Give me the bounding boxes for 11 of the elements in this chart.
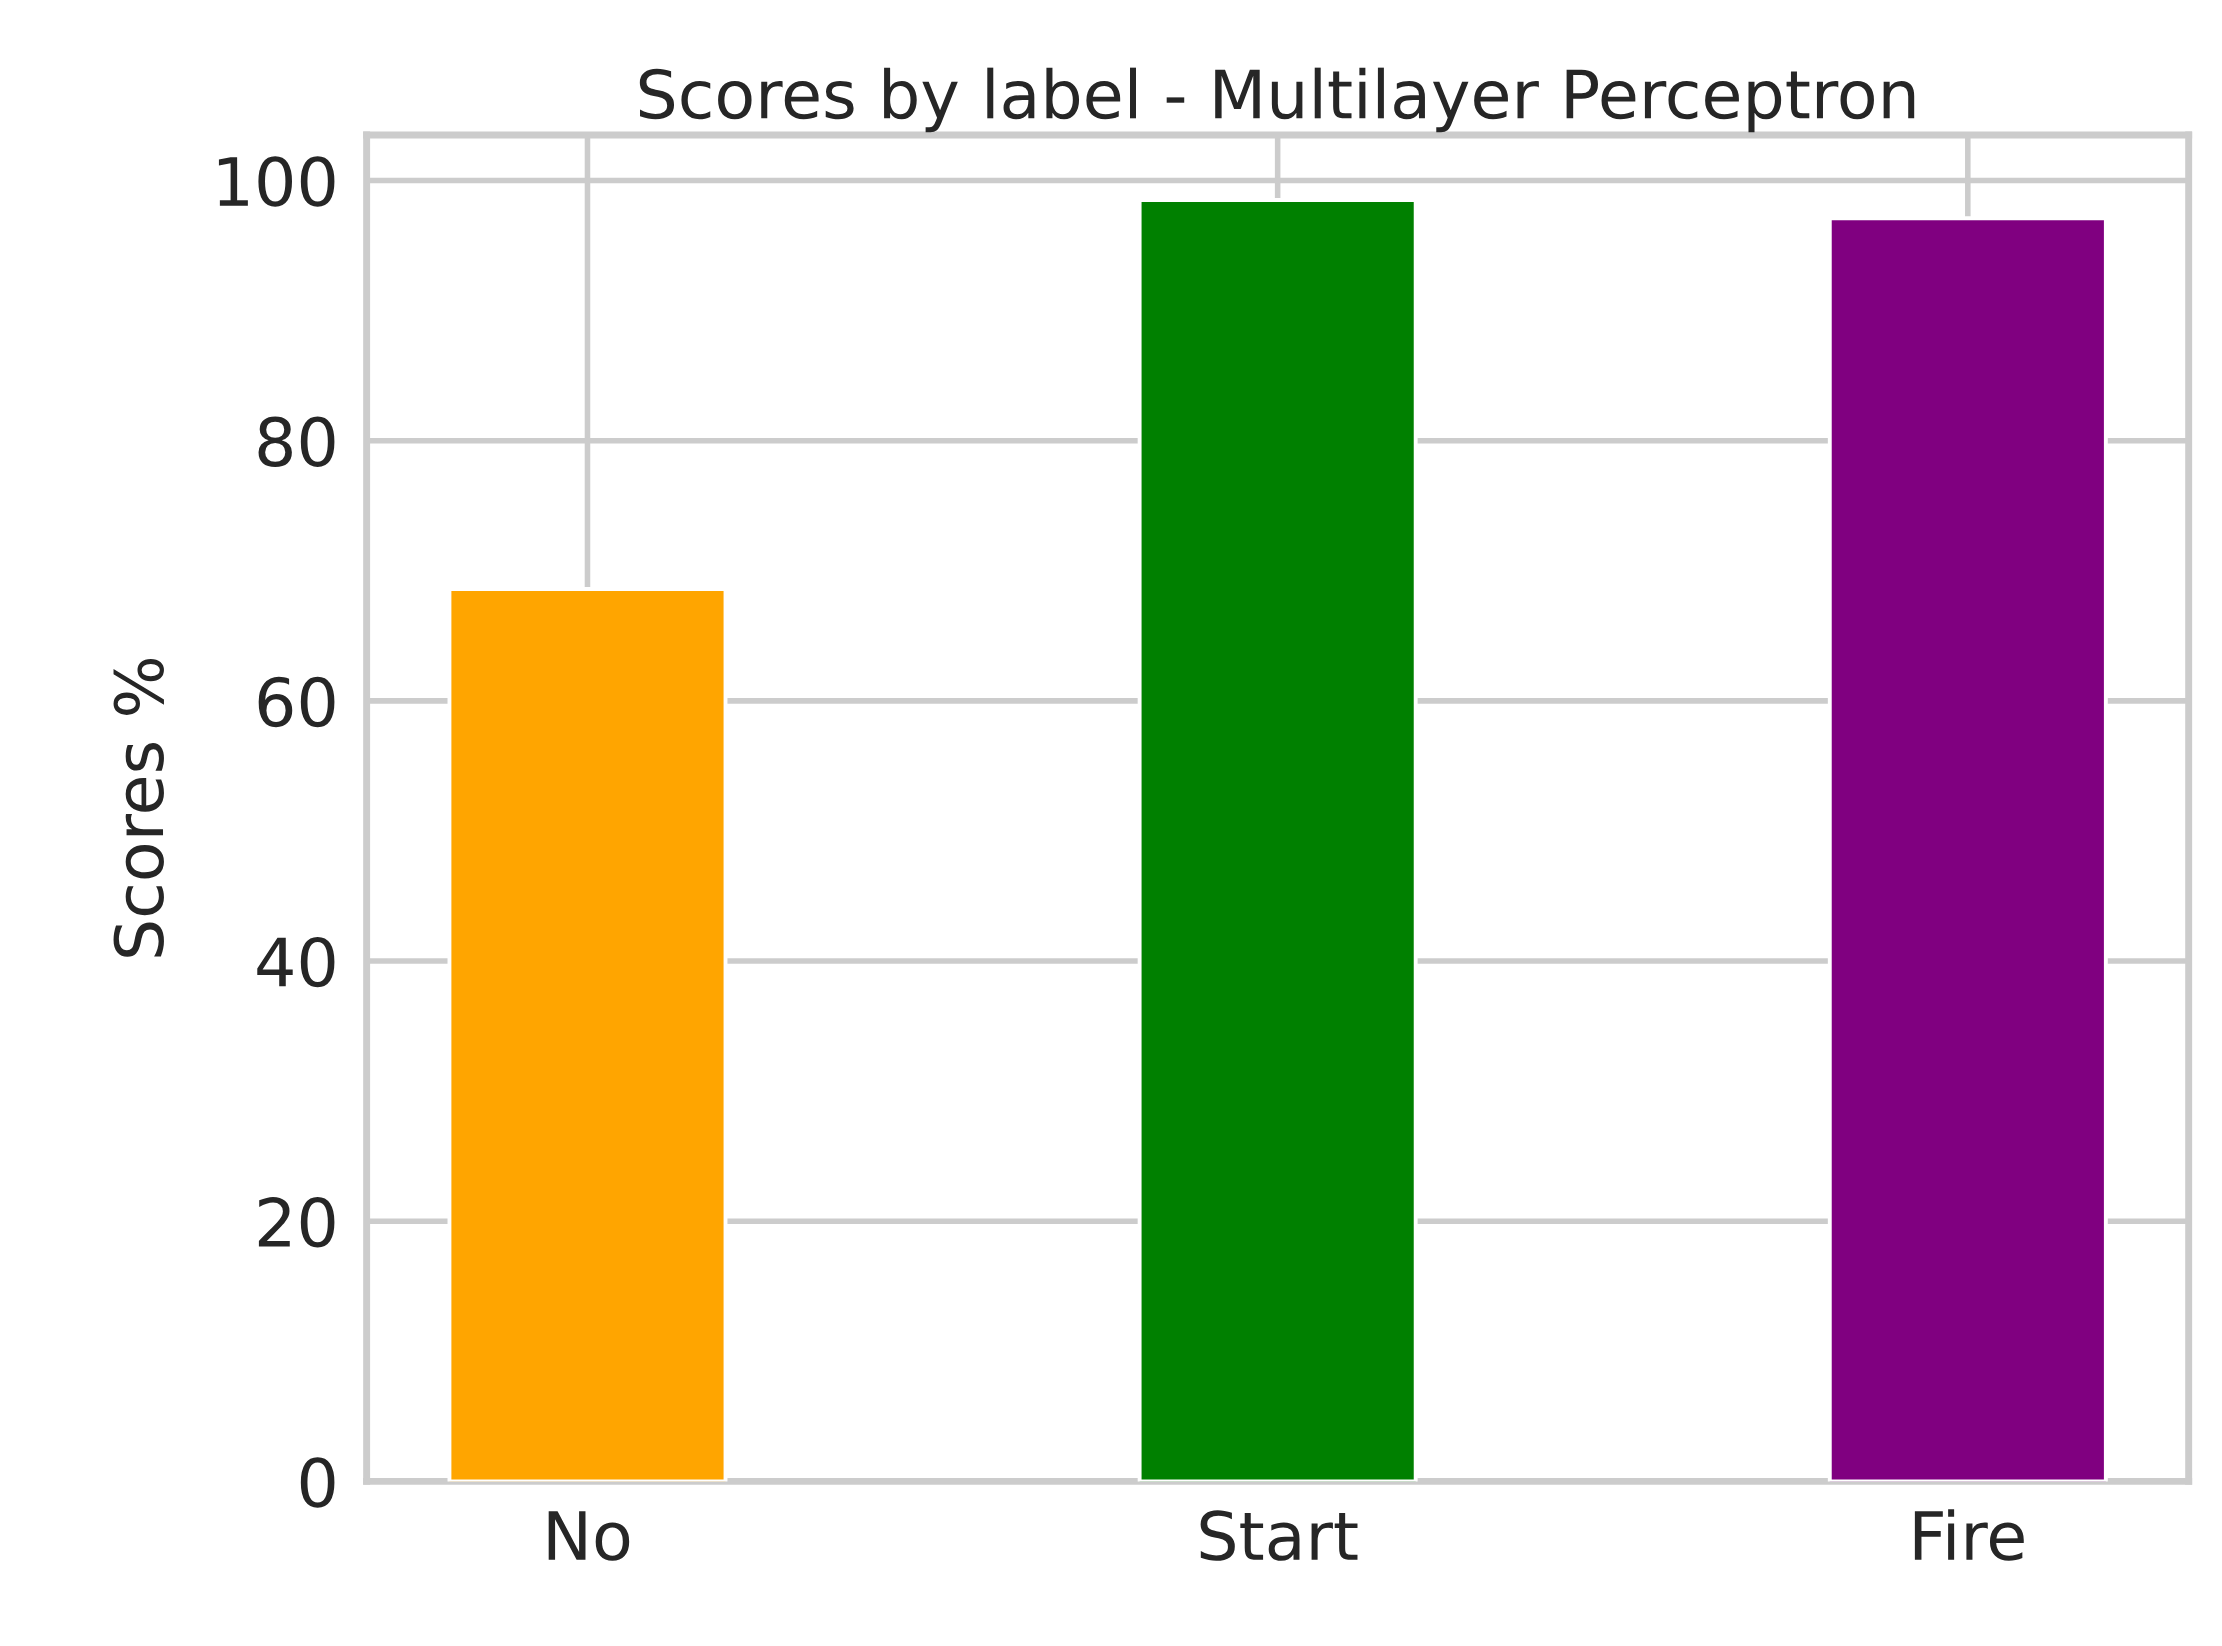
y-tick-label: 80: [258, 416, 335, 467]
y-tick-label: 20: [258, 1197, 335, 1248]
x-tick-label: Start: [1200, 1510, 1358, 1561]
y-tick-label: 0: [300, 1457, 335, 1508]
x-tick-label: No: [548, 1511, 630, 1561]
chart-title: Scores by label - Multilayer Perceptron: [639, 67, 1915, 133]
y-tick-label: 100: [218, 156, 335, 207]
y-tick-label: 60: [258, 676, 335, 728]
y-tick-label: 40: [257, 936, 335, 988]
y-axis-title: Scores %: [113, 658, 164, 957]
x-tick-label: Fire: [1914, 1509, 2024, 1561]
